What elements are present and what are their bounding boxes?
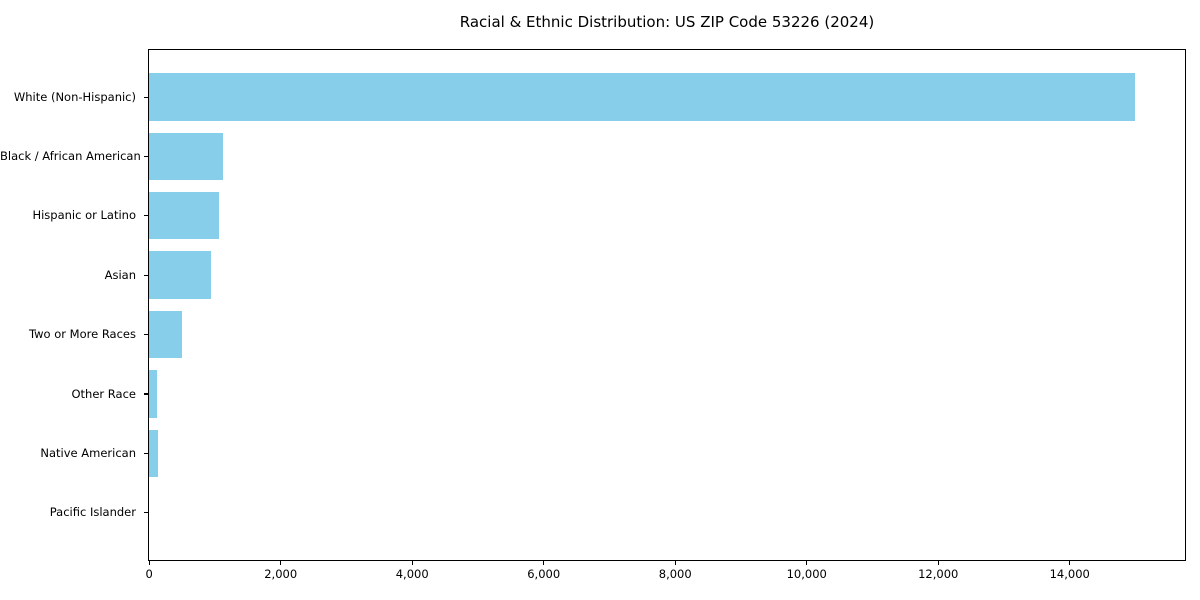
y-tick-label-asian: Asian [104, 267, 136, 282]
y-tick-label-other-race: Other Race [71, 386, 137, 401]
x-tick-mark-0 [148, 561, 150, 565]
y-tick-mark-other-race [144, 393, 148, 395]
y-tick-mark-hispanic-or-latino [144, 215, 148, 217]
y-tick-mark-asian [144, 274, 148, 276]
bar-white-non-hispanic [149, 73, 1136, 121]
x-tick-label-2-000: 2,000 [264, 567, 298, 581]
x-tick-mark-8-000 [674, 561, 676, 565]
x-tick-label-10-000: 10,000 [786, 567, 827, 581]
x-tick-mark-4-000 [411, 561, 413, 565]
bar-two-or-more-races [149, 310, 182, 359]
y-tick-label-white-non-hispanic: White (Non-Hispanic) [13, 89, 136, 104]
y-tick-mark-native-american [144, 452, 148, 455]
y-tick-mark-white-non-hispanic [144, 96, 148, 98]
y-tick-label-hispanic-or-latino: Hispanic or Latino [32, 208, 136, 223]
x-tick-label-14-000: 14,000 [1049, 567, 1090, 581]
x-tick-mark-10-000 [806, 561, 808, 565]
y-tick-mark-pacific-islander [144, 512, 148, 514]
bar-asian [149, 251, 212, 299]
x-tick-mark-6-000 [543, 561, 545, 565]
bar-other-race [149, 370, 158, 418]
x-tick-label-0: 0 [145, 567, 153, 581]
x-tick-mark-14-000 [1069, 561, 1071, 565]
plot-area [148, 49, 1186, 561]
x-tick-mark-12-000 [937, 561, 939, 565]
y-tick-mark-two-or-more-races [144, 334, 148, 336]
bar-black-african-american [149, 132, 224, 181]
bar-native-american [149, 429, 158, 478]
y-tick-label-two-or-more-races: Two or More Races [29, 327, 136, 342]
x-tick-label-8-000: 8,000 [658, 567, 692, 581]
y-tick-mark-black-african-american [144, 155, 148, 158]
x-tick-label-6-000: 6,000 [527, 567, 561, 581]
x-tick-label-4-000: 4,000 [395, 567, 429, 581]
y-tick-label-pacific-islander: Pacific Islander [49, 505, 136, 520]
y-tick-label-native-american: Native American [40, 445, 136, 460]
chart-title: Racial & Ethnic Distribution: US ZIP Cod… [459, 13, 875, 31]
x-tick-mark-2-000 [280, 561, 282, 565]
y-tick-label-black-african-american: Black / African American [0, 149, 141, 163]
x-tick-label-12-000: 12,000 [918, 567, 959, 581]
bar-hispanic-or-latino [149, 191, 220, 240]
